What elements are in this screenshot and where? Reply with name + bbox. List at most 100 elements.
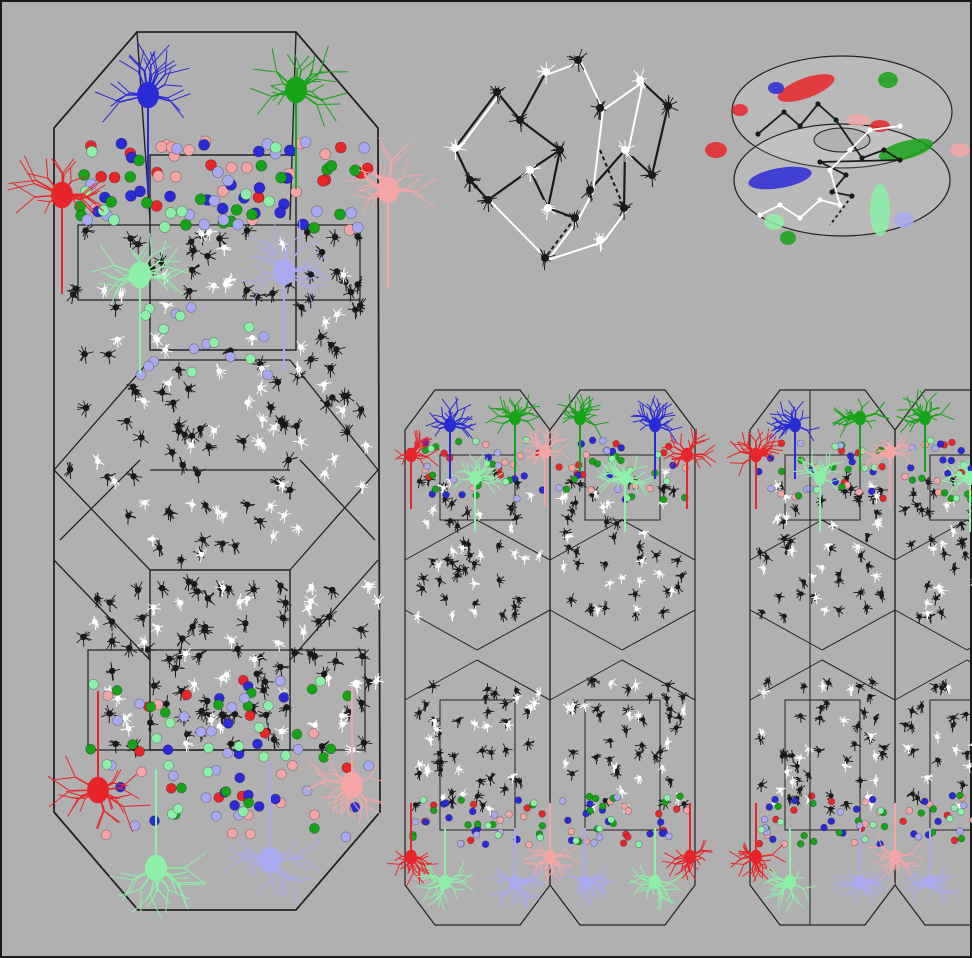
neuron-icon bbox=[599, 561, 609, 571]
neuron-icon bbox=[244, 395, 256, 411]
neuron-icon bbox=[186, 437, 196, 454]
neuron-icon bbox=[187, 677, 200, 693]
soma bbox=[480, 802, 486, 808]
dendrite bbox=[289, 877, 297, 902]
neuron-icon bbox=[525, 492, 536, 502]
soma bbox=[588, 606, 593, 612]
neuron-icon bbox=[628, 588, 641, 601]
soma bbox=[111, 478, 118, 484]
synapse-ball bbox=[151, 732, 162, 744]
soma bbox=[182, 650, 189, 657]
neuron-icon bbox=[485, 772, 496, 786]
synapse-ball bbox=[212, 166, 224, 178]
synapse-ball bbox=[262, 700, 274, 712]
soma bbox=[323, 400, 331, 408]
neuron-icon bbox=[296, 340, 309, 356]
soma bbox=[321, 381, 327, 388]
soma bbox=[423, 702, 429, 707]
neuron-icon bbox=[278, 704, 292, 717]
soma bbox=[151, 682, 158, 689]
soma bbox=[485, 686, 490, 692]
synapse-ball bbox=[152, 170, 165, 182]
soma bbox=[329, 586, 336, 594]
soma bbox=[198, 551, 205, 558]
soma bbox=[256, 438, 262, 445]
synapse-ball bbox=[472, 830, 481, 839]
dendrite bbox=[250, 87, 272, 97]
soma bbox=[516, 116, 524, 124]
synapse-ball bbox=[449, 476, 458, 484]
graph-edge-black bbox=[639, 79, 669, 107]
soma bbox=[80, 633, 87, 641]
neuron-icon bbox=[478, 799, 488, 813]
synapse-ball bbox=[171, 142, 183, 155]
neuron-icon bbox=[269, 475, 286, 492]
soma bbox=[450, 548, 455, 553]
synapse-ball bbox=[124, 171, 137, 183]
soma bbox=[586, 186, 594, 194]
synapse-ball bbox=[252, 738, 263, 750]
synapse-ball bbox=[149, 815, 160, 826]
soma bbox=[108, 667, 116, 675]
soma bbox=[375, 598, 381, 605]
neuron-icon bbox=[108, 739, 122, 754]
dendrite bbox=[322, 92, 347, 101]
neuron-icon bbox=[580, 179, 594, 203]
synapse-ball bbox=[175, 205, 188, 218]
soma bbox=[514, 695, 520, 701]
dendrite bbox=[51, 776, 76, 781]
synapse-ball bbox=[274, 206, 286, 219]
wireframe-edge bbox=[299, 459, 376, 541]
soma bbox=[258, 365, 265, 372]
dendrite bbox=[274, 872, 278, 886]
soma bbox=[473, 721, 478, 727]
synapse-ball bbox=[469, 807, 477, 816]
dendrite bbox=[99, 244, 115, 266]
dendrite bbox=[271, 48, 278, 73]
neuron-icon bbox=[256, 412, 268, 428]
dendrite bbox=[248, 864, 257, 876]
soma bbox=[438, 767, 444, 773]
synapse-ball bbox=[280, 750, 292, 761]
neuron-icon bbox=[76, 400, 92, 418]
dendrite bbox=[164, 246, 180, 267]
synapse-ball bbox=[430, 806, 438, 815]
ring-node bbox=[837, 202, 843, 208]
neuron-icon bbox=[298, 624, 308, 641]
synapse-ball bbox=[315, 675, 326, 687]
neuron-icon bbox=[100, 472, 117, 487]
ring-node bbox=[827, 167, 833, 173]
synapse-ball bbox=[141, 196, 153, 209]
soma bbox=[199, 536, 206, 543]
soma bbox=[621, 146, 629, 154]
synapse-ball bbox=[208, 337, 220, 348]
neuron-icon bbox=[157, 580, 170, 598]
soma bbox=[416, 770, 422, 776]
synapse-ball bbox=[112, 715, 123, 726]
soma bbox=[291, 649, 298, 657]
synapse-ball bbox=[481, 440, 490, 449]
wireframe-edge bbox=[59, 459, 141, 541]
soma bbox=[101, 287, 108, 293]
ring-node bbox=[843, 172, 849, 178]
synapse-ball bbox=[174, 310, 186, 322]
soma bbox=[479, 748, 485, 754]
soma bbox=[69, 291, 77, 298]
synapse-ball bbox=[292, 743, 304, 755]
dendrite bbox=[101, 271, 120, 281]
activity-blob bbox=[764, 214, 784, 230]
neuron-icon bbox=[253, 516, 268, 530]
graph-edge-black bbox=[546, 149, 562, 209]
soma bbox=[443, 596, 449, 601]
soma bbox=[158, 389, 166, 396]
neuron-icon bbox=[151, 622, 164, 637]
neuron-icon bbox=[257, 364, 270, 377]
soma bbox=[430, 683, 436, 689]
synapse-ball bbox=[419, 796, 427, 804]
activity-blob bbox=[846, 114, 870, 126]
synapse-ball bbox=[516, 452, 525, 460]
soma bbox=[94, 458, 101, 465]
soma bbox=[462, 566, 468, 572]
synapse-ball bbox=[246, 208, 258, 221]
dendrite bbox=[48, 790, 70, 808]
